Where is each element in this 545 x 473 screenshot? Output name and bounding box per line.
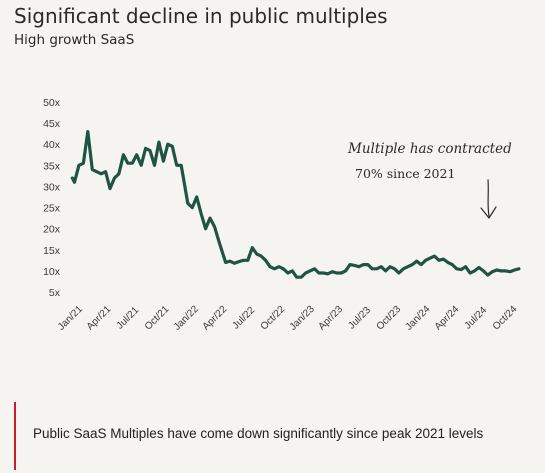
annotation-arrow-shaft [487, 179, 490, 217]
y-tick-label: 50x [43, 97, 61, 109]
y-tick-label: 30x [43, 181, 61, 193]
x-tick-label: Oct/23 [375, 304, 404, 333]
annotation-line-1: Multiple has contracted [347, 141, 512, 157]
x-tick-label: Jan/21 [56, 303, 85, 332]
page-subtitle: High growth SaaS [14, 32, 135, 48]
x-tick-label: Apr/21 [85, 304, 114, 333]
y-tick-label: 40x [43, 139, 61, 151]
y-tick-label: 20x [43, 224, 61, 236]
y-tick-label: 15x [43, 245, 61, 257]
footer-text: Public SaaS Multiples have come down sig… [33, 426, 484, 441]
x-tick-label: Jul/22 [231, 305, 258, 332]
y-tick-label: 45x [43, 118, 61, 130]
y-tick-label: 5x [49, 287, 61, 299]
x-tick-label: Jul/21 [115, 305, 142, 332]
x-tick-label: Oct/22 [259, 304, 288, 333]
x-tick-label: Jul/23 [346, 305, 373, 332]
x-tick-label: Jan/24 [404, 303, 433, 332]
x-tick-label: Apr/22 [201, 304, 230, 333]
y-axis-labels: 5x 10x 15x 20x 25x 30x 35x 40x 45x 50x [43, 97, 61, 299]
page-title: Significant decline in public multiples [14, 4, 388, 28]
x-tick-label: Apr/24 [433, 304, 462, 333]
x-tick-label: Apr/23 [317, 304, 346, 333]
y-tick-label: 35x [43, 160, 61, 172]
x-tick-label: Jan/22 [172, 303, 201, 332]
y-tick-label: 25x [43, 203, 61, 215]
footer-accent-bar [14, 402, 16, 470]
x-tick-label: Oct/24 [491, 304, 520, 333]
series-line [70, 130, 521, 279]
footer: Public SaaS Multiples have come down sig… [0, 400, 545, 473]
annotation: Multiple has contracted 70% since 2021 [347, 141, 512, 219]
x-tick-label: Jul/24 [463, 305, 490, 332]
annotation-line-2: 70% since 2021 [355, 166, 455, 181]
annotation-arrow-head [480, 206, 497, 219]
x-tick-label: Jan/23 [288, 303, 317, 332]
y-tick-label: 10x [43, 266, 61, 278]
x-axis-labels: Jan/21 Apr/21 Jul/21 Oct/21 Jan/22 Apr/22 Jul/… [56, 303, 520, 332]
x-tick-label: Oct/21 [143, 304, 172, 333]
